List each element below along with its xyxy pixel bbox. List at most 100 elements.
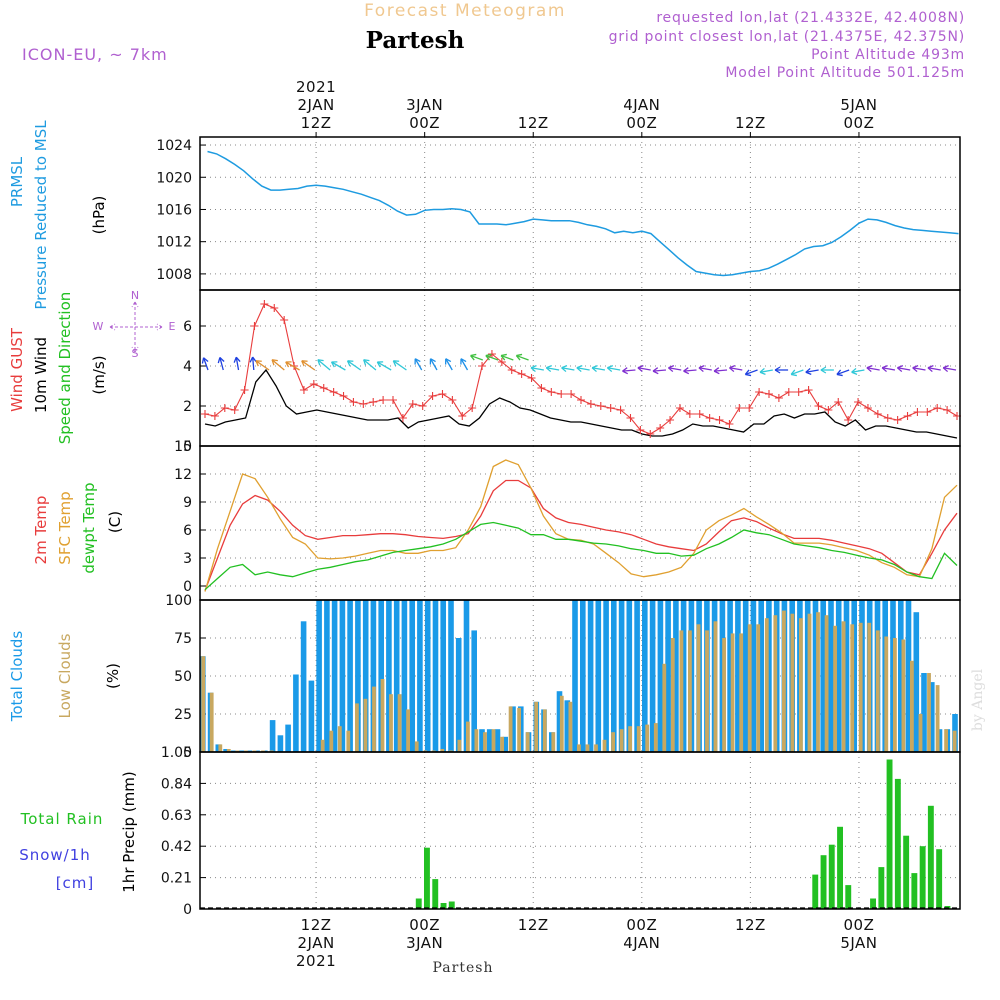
y-tick-label: 0.42 <box>161 839 192 855</box>
wind-gust-marker <box>854 398 863 406</box>
wind-gust-marker <box>487 350 496 358</box>
precip-unit: 1hr Precip (mm) <box>120 771 138 892</box>
wind-gust-marker <box>715 416 724 424</box>
total-cloud-bar <box>812 600 819 752</box>
total-cloud-bar <box>486 729 493 752</box>
low-cloud-bar <box>611 732 615 752</box>
wind-arrow-shaft <box>255 360 270 371</box>
wind-gust-marker <box>586 400 595 408</box>
wind-gust-marker <box>418 402 427 410</box>
low-cloud-bar <box>944 729 948 752</box>
wind-gust-marker <box>349 398 358 406</box>
bottom-time-label: 12Z <box>735 916 766 934</box>
low-cloud-bar <box>824 615 829 752</box>
low-cloud-bar <box>858 622 863 752</box>
wind-arrow-shaft <box>561 367 575 371</box>
wind-gust-marker <box>903 412 912 420</box>
low-cloud-bar <box>722 638 726 752</box>
wind-arrow-head <box>606 365 614 373</box>
wind-direction-arrow <box>896 365 911 373</box>
total-cloud-bar <box>766 600 772 752</box>
wind-gust-marker <box>260 300 269 308</box>
top-time-label: 2JAN <box>298 96 335 114</box>
total-cloud-bar <box>835 600 842 752</box>
rain-bar <box>424 847 430 909</box>
total-cloud-bar <box>843 600 850 752</box>
wind-direction-arrow <box>271 359 285 371</box>
low-cloud-bar <box>619 729 624 752</box>
low-cloud-bar <box>320 739 325 752</box>
wind-arrow-head <box>271 359 278 366</box>
wind-gust-marker <box>765 390 773 398</box>
wind-arrow-shaft <box>470 354 483 361</box>
y-tick-label: 0 <box>183 579 192 595</box>
compass-rose <box>109 301 163 353</box>
wind-arrow-shaft <box>882 367 896 371</box>
wind-gust-marker <box>675 404 684 412</box>
wind-arrow-head <box>729 365 736 373</box>
grid-coords: grid point closest lon,lat (21.4375E, 42… <box>609 29 965 45</box>
wind-gust-marker <box>596 402 605 410</box>
wind-direction-arrow <box>249 356 257 371</box>
total-cloud-bar <box>673 600 679 752</box>
y-tick-label: 0 <box>183 902 192 918</box>
low-cloud-bar <box>355 703 359 752</box>
wind-arrow-head <box>927 365 934 373</box>
rain-bar <box>432 879 439 909</box>
wind-direction-arrow <box>759 367 773 375</box>
low-cloud-bar <box>756 624 761 752</box>
wind-direction-arrow <box>637 365 651 373</box>
wind-arrow-shaft <box>851 369 865 373</box>
wind-direction-arrow <box>790 369 804 377</box>
bottom-time-label: 00Z <box>844 916 875 934</box>
wind-direction-arrow <box>470 353 483 361</box>
total-cloud-bar <box>455 638 462 752</box>
wind-direction-arrow <box>744 369 758 377</box>
low-cloud-bar <box>705 630 709 752</box>
low-cloud-bar <box>696 624 701 752</box>
rain-bar <box>845 885 852 909</box>
low-cloud-bar <box>389 694 393 752</box>
compass-east: E <box>169 320 176 333</box>
low-cloud-bar <box>884 636 889 752</box>
low-cloud-bar <box>918 714 923 752</box>
wind-gust-marker <box>774 394 783 402</box>
wind-arrow-shaft <box>698 367 712 371</box>
pressure-unit: (hPa) <box>90 196 108 235</box>
y-tick-label: 1016 <box>156 202 192 218</box>
wind-gust-marker <box>478 362 487 370</box>
wind-gust-marker <box>824 406 833 414</box>
wind-arrow-shaft <box>714 369 728 372</box>
wind-arrow-shaft <box>591 367 606 371</box>
low-cloud-bar <box>927 673 931 752</box>
wind-gust-marker <box>280 316 289 324</box>
wind-gust-marker <box>784 388 793 396</box>
wind-direction-arrow <box>591 365 606 373</box>
total-cloud-bar <box>432 600 439 752</box>
wind-direction-arrow <box>652 367 667 375</box>
low-cloud-bar <box>628 726 632 752</box>
rain-bar <box>440 903 447 909</box>
wind-arrow-shaft <box>235 357 240 371</box>
y-tick-label: 15 <box>174 439 192 455</box>
total-cloud-bar <box>223 749 229 752</box>
rain-bar <box>936 849 943 909</box>
low-cloud-bar <box>867 622 872 752</box>
total-cloud-bar <box>618 600 625 752</box>
total-cloud-bar <box>308 680 315 752</box>
total-cloud-bar <box>401 600 408 752</box>
total-cloud-bar <box>370 600 377 752</box>
low-cloud-bar <box>688 630 692 752</box>
total-cloud-bar <box>324 600 330 752</box>
wind-arrow-shaft <box>392 360 407 371</box>
temp-dewpoint-line <box>204 521 958 591</box>
rain-bar <box>820 855 827 909</box>
wind-direction-arrow <box>881 365 896 373</box>
temp-sfc-label: SFC Temp <box>56 491 74 564</box>
wind-speed-label: 10m Wind <box>32 337 50 413</box>
point-altitude: Point Altitude 493m <box>811 47 965 63</box>
wind-arrow-shaft <box>530 367 544 371</box>
total-cloud-bar <box>572 600 578 752</box>
wind-arrow-head <box>460 358 467 365</box>
wind-arrow-shaft <box>607 367 621 371</box>
